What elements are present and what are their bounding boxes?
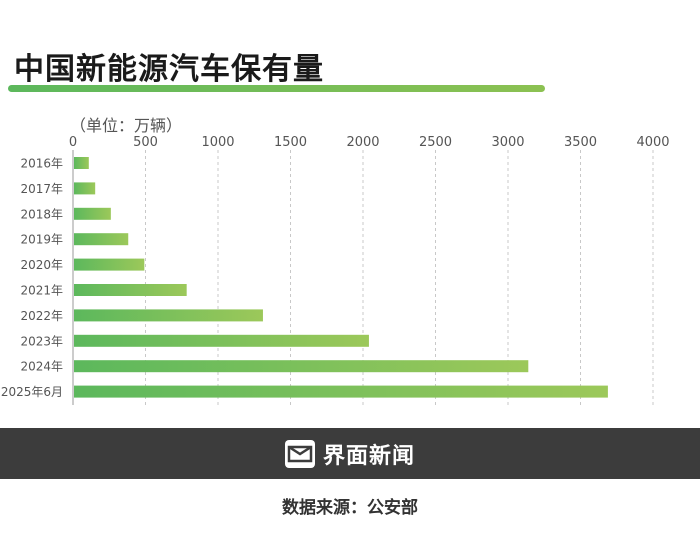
category-label: 2024年 — [20, 360, 63, 374]
category-label: 2018年 — [20, 207, 63, 221]
bar — [74, 360, 529, 373]
bar — [74, 157, 89, 169]
x-tick-label: 4000 — [636, 135, 669, 150]
bar-chart: 0 500 1000 1500 2000 2500 3000 3500 4000 2016年20… — [1, 135, 670, 405]
bar — [74, 284, 187, 296]
footer-band: 界面新闻 — [0, 428, 700, 479]
category-label: 2017年 — [20, 182, 63, 196]
x-tick-label: 3500 — [564, 135, 597, 150]
brand-name: 界面新闻 — [322, 443, 415, 469]
category-label: 2023年 — [20, 334, 63, 348]
x-tick-label: 2500 — [419, 135, 452, 150]
bar — [74, 334, 369, 347]
x-tick-label: 1000 — [201, 135, 234, 150]
jiemian-logo-icon — [284, 439, 315, 468]
x-tick-label: 500 — [133, 135, 158, 150]
bar — [74, 309, 263, 322]
category-label: 2016年 — [20, 157, 63, 171]
category-label: 2025年6月 — [1, 385, 63, 399]
x-tick-label: 0 — [69, 135, 77, 150]
bar — [74, 385, 608, 398]
unit-label: （单位：万辆） — [70, 116, 183, 135]
bar — [74, 207, 111, 220]
category-labels: 2016年 2017年 2018年 2019年 2020年 2021年 2022年 2023年… — [1, 157, 63, 400]
x-tick-label: 3000 — [491, 135, 524, 150]
bar — [74, 233, 129, 246]
x-tick-label: 2000 — [346, 135, 379, 150]
category-label: 2020年 — [20, 258, 63, 272]
x-tick-label: 1500 — [274, 135, 307, 150]
bar — [74, 182, 96, 195]
data-source: 数据来源：公安部 — [282, 498, 418, 518]
chart-title: 中国新能源汽车保有量 — [14, 52, 324, 87]
category-label: 2021年 — [20, 284, 63, 298]
category-label: 2022年 — [20, 309, 63, 323]
category-label: 2019年 — [20, 233, 63, 247]
bar — [74, 258, 145, 271]
bars — [74, 157, 608, 398]
x-tick-labels: 0 500 1000 1500 2000 2500 3000 3500 4000 — [69, 135, 670, 150]
title-underline — [8, 85, 545, 92]
